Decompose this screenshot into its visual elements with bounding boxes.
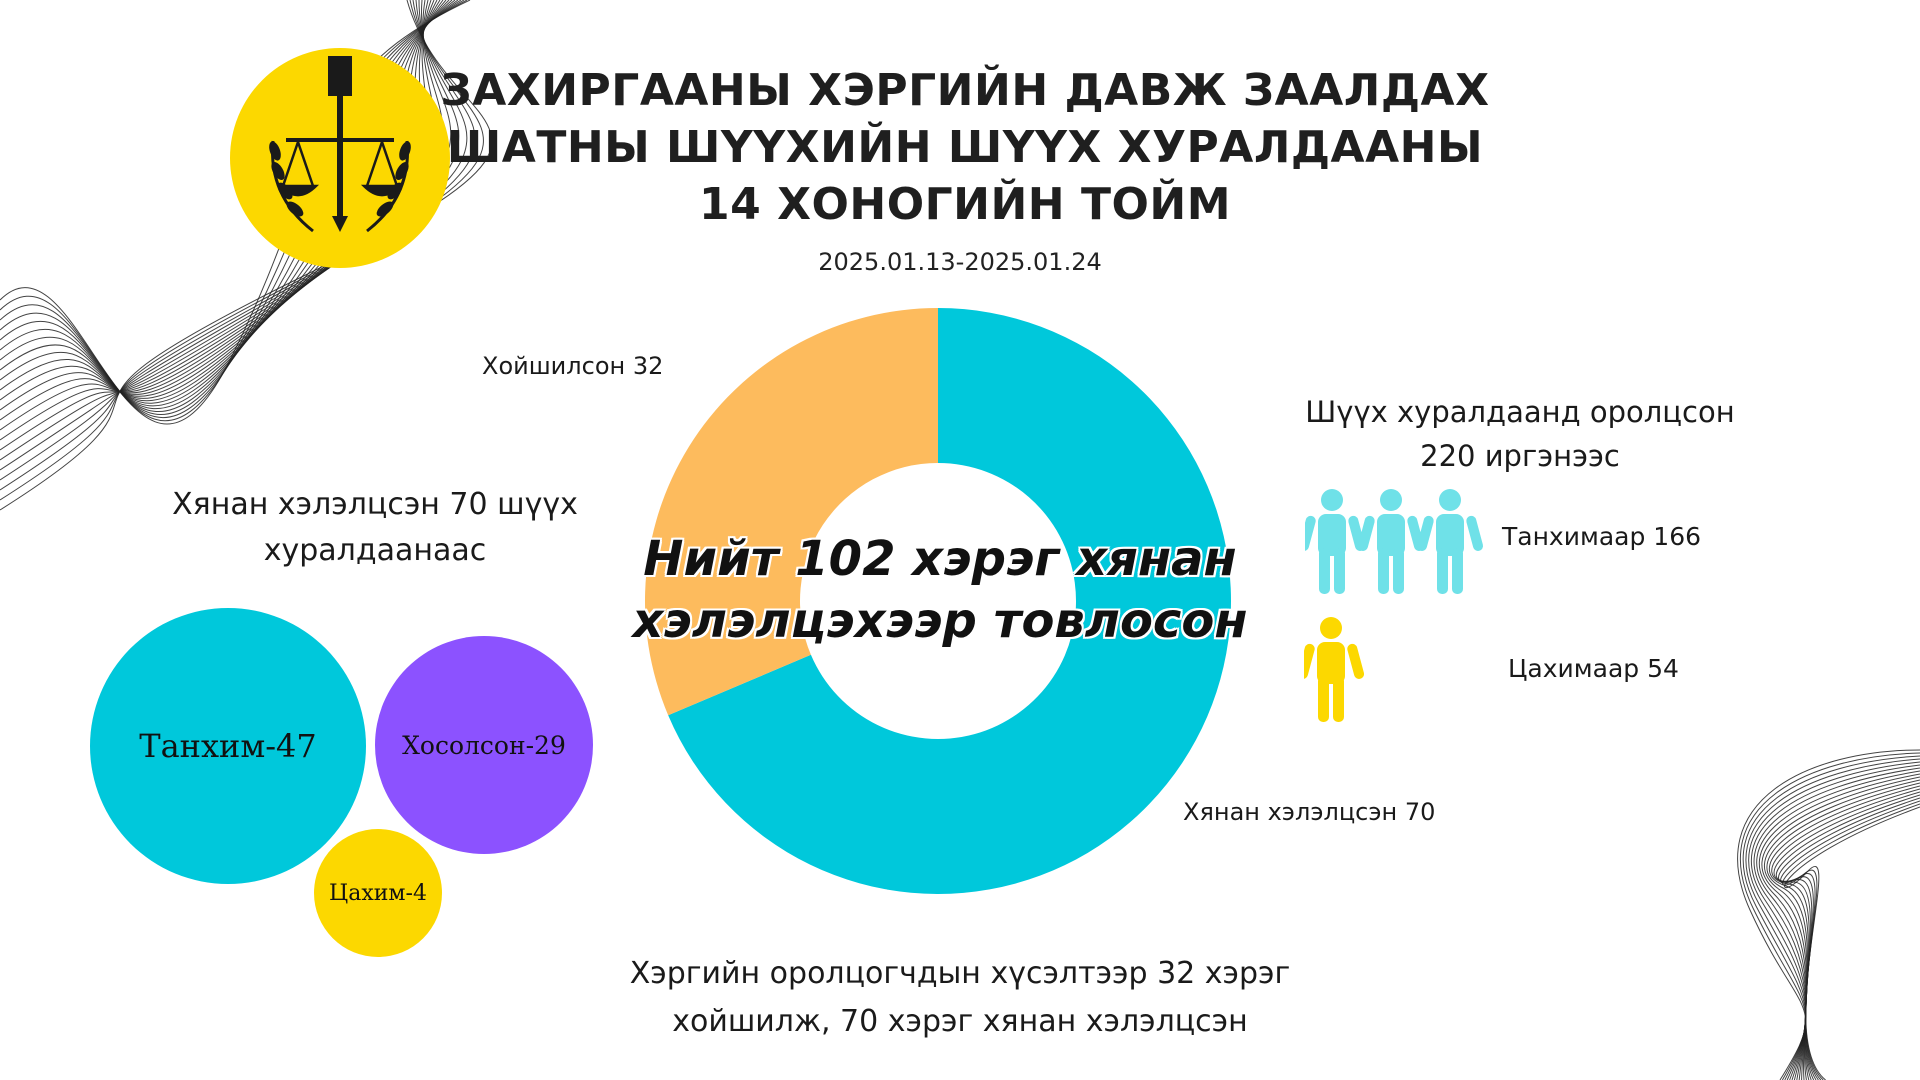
donut-center-text: Нийт 102 хэрэг хянан хэлэлцэхээр товлосо… [600,528,1280,652]
center-text-line-2: хэлэлцэхээр товлосон [632,593,1248,649]
summary-caption-line-1: Хэргийн оролцогчдын хүсэлтээр 32 хэрэг [629,956,1291,991]
person-group-icon [1305,489,1484,594]
participants-caption-line-1: Шүүх хуралдаанд оролцсон [1305,395,1735,429]
wave-line [1780,800,1920,1080]
summary-caption-line-2: хойшилж, 70 хэрэг хянан хэлэлцсэн [672,1004,1248,1039]
person-figure [1357,489,1425,594]
wave-line [1742,755,1920,1080]
title-line-2: ШАТНЫ ШҮҮХИЙН ШҮҮХ ХУРАЛДААНЫ [446,122,1484,173]
bubble-online-label: Цахим-4 [329,880,427,906]
slice-label-postponed: Хойшилсон 32 [482,352,664,380]
wave-line [0,0,444,451]
participants-caption-line-2: 220 иргэнээс [1420,439,1620,473]
bubble-mixed-label: Хосолсон-29 [402,730,566,760]
wave-line [1784,806,1920,1080]
hearings-caption-line-1: Хянан хэлэлцсэн 70 шүүх [172,487,578,522]
wave-line [1740,752,1920,1080]
donut-slice-postponed [644,308,938,716]
title-line-3: 14 ХОНОГИЙН ТОЙМ [699,179,1231,230]
title-line-1: ЗАХИРГААНЫ ХЭРГИЙН ДАВЖ ЗААЛДАХ [440,65,1490,116]
wave-line [0,0,484,501]
center-text-line-1: Нийт 102 хэрэг хянан [643,531,1237,587]
wave-line [0,0,493,511]
bubble-hall-hearings: Танхим-47 [90,608,366,884]
decorative-wave-lines-bottom-right [1737,749,1920,1080]
bubble-mixed-hearings: Хосолсон-29 [375,636,593,854]
wave-line [0,0,468,481]
hearings-caption: Хянан хэлэлцсэн 70 шүүх хуралдаанаас [150,482,600,574]
donut-slice-reviewed [668,308,1231,895]
wave-line [0,0,452,461]
person-figure [1416,489,1484,594]
wave-line [1758,773,1920,1080]
wave-line [1768,785,1920,1080]
page-title: ЗАХИРГААНЫ ХЭРГИЙН ДАВЖ ЗААЛДАХ ШАТНЫ ШҮ… [440,62,1490,233]
wave-line [0,0,460,471]
person-figure [1304,617,1364,722]
wave-line [1753,767,1920,1080]
hearings-caption-line-2: хуралдаанаас [263,533,487,568]
slice-label-reviewed: Хянан хэлэлцсэн 70 [1183,798,1436,826]
date-range: 2025.01.13-2025.01.24 [818,248,1102,276]
person-icon [1304,617,1364,722]
online-participants-label: Цахимаар 54 [1508,654,1679,683]
bubble-hall-label: Танхим-47 [139,727,317,765]
wave-line [1751,764,1920,1080]
participants-caption: Шүүх хуралдаанд оролцсон 220 иргэнээс [1300,390,1740,478]
person-figure [1305,489,1366,594]
in-person-participants-label: Танхимаар 166 [1502,522,1702,551]
summary-caption: Хэргийн оролцогчдын хүсэлтээр 32 хэрэг х… [560,950,1360,1046]
donut-chart [644,308,1231,895]
court-emblem-logo [230,48,450,268]
bubble-online-hearings: Цахим-4 [314,829,442,957]
wave-line [0,0,476,491]
